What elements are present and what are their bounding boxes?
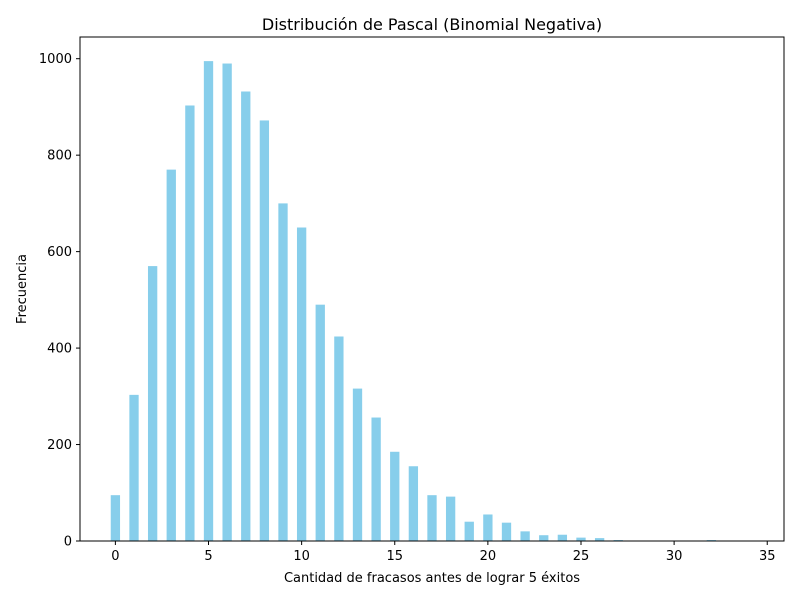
x-tick-label: 30 — [666, 549, 683, 564]
x-tick-label: 5 — [204, 549, 212, 564]
bar-26 — [594, 538, 605, 541]
bar-13 — [352, 388, 363, 541]
bar-4 — [185, 105, 195, 542]
bar-12 — [334, 336, 344, 541]
x-tick-label: 15 — [386, 549, 403, 564]
y-tick-label: 800 — [47, 149, 72, 164]
chart-title: Distribución de Pascal (Binomial Negativ… — [262, 15, 602, 34]
bar-17 — [427, 495, 437, 541]
x-tick-label: 35 — [759, 549, 776, 564]
bar-1 — [129, 394, 139, 541]
bar-25 — [576, 537, 586, 541]
bar-15 — [390, 451, 400, 541]
x-axis-label: Cantidad de fracasos antes de lograr 5 é… — [284, 571, 580, 586]
y-tick-label: 200 — [47, 438, 72, 453]
bar-8 — [259, 120, 270, 541]
bar-18 — [445, 496, 456, 541]
bar-0 — [110, 495, 121, 541]
y-axis-ticks: 0 200 400 600 800 1000 — [39, 52, 80, 550]
x-tick-label: 10 — [293, 549, 310, 564]
bar-5 — [203, 61, 214, 541]
bar-23 — [539, 535, 549, 541]
x-tick-label: 0 — [111, 549, 119, 564]
bar-6 — [222, 63, 232, 542]
bar-14 — [371, 417, 381, 541]
bar-10 — [296, 227, 307, 541]
y-tick-label: 400 — [47, 342, 72, 357]
bar-7 — [241, 91, 251, 542]
y-tick-label: 0 — [64, 535, 72, 550]
y-tick-label: 600 — [47, 245, 72, 260]
x-axis-ticks: 0 5 10 15 20 25 30 35 — [111, 541, 776, 564]
y-axis-label: Frecuencia — [15, 254, 30, 324]
bar-16 — [408, 466, 419, 541]
bar-2 — [147, 266, 158, 541]
bar-11 — [315, 304, 325, 541]
bars-layer — [110, 61, 754, 542]
x-tick-label: 20 — [480, 549, 497, 564]
bar-3 — [166, 169, 176, 541]
bar-24 — [557, 534, 568, 541]
x-tick-label: 25 — [573, 549, 590, 564]
bar-22 — [520, 531, 530, 541]
y-tick-label: 1000 — [39, 52, 72, 67]
bar-20 — [483, 514, 493, 541]
plot-frame — [79, 36, 785, 542]
bar-19 — [464, 521, 474, 541]
bar-9 — [278, 203, 288, 542]
bar-21 — [501, 522, 512, 541]
